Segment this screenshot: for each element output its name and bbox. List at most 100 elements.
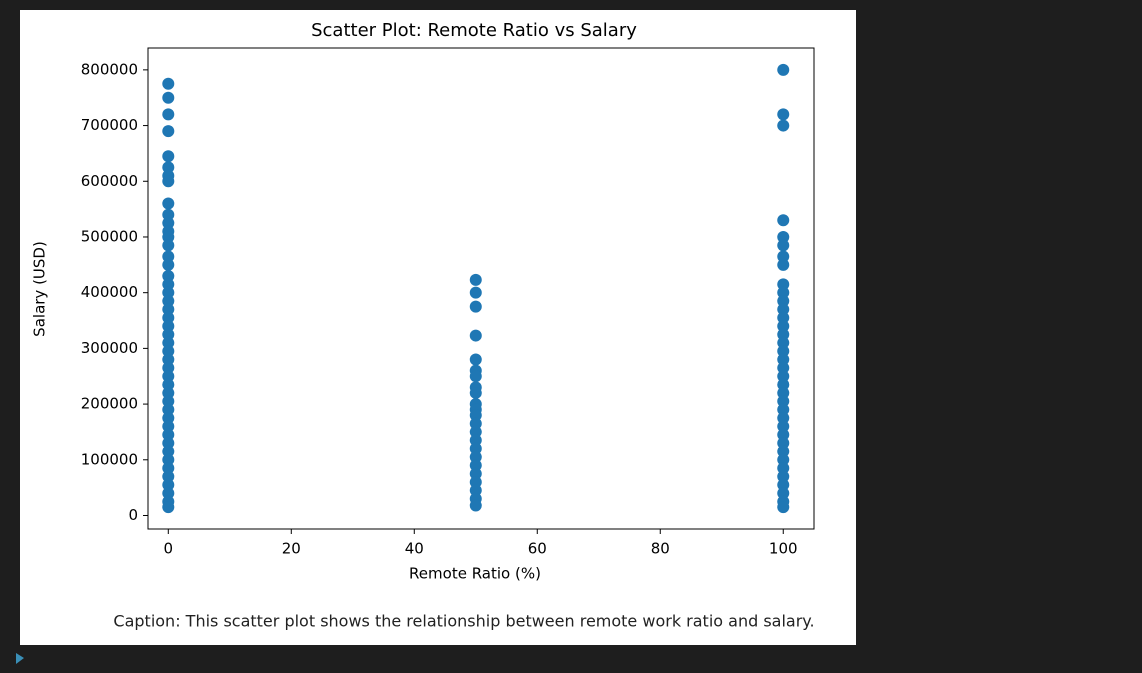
point <box>162 269 175 282</box>
point <box>777 501 790 514</box>
point <box>777 487 790 500</box>
point <box>162 150 175 163</box>
point <box>162 303 175 316</box>
point <box>777 420 790 433</box>
output-panel <box>20 10 856 645</box>
point <box>777 361 790 374</box>
point <box>162 462 175 475</box>
point <box>777 336 790 349</box>
point <box>469 484 482 497</box>
point <box>469 442 482 455</box>
point <box>777 470 790 483</box>
point <box>777 250 790 263</box>
point <box>777 428 790 441</box>
point <box>469 409 482 422</box>
y-tick-label: 100000 <box>81 450 138 468</box>
point <box>777 437 790 450</box>
point <box>162 278 175 291</box>
y-tick-label: 0 <box>128 506 138 524</box>
x-tick-label: 60 <box>528 540 547 558</box>
point <box>162 345 175 358</box>
y-tick-label: 800000 <box>81 60 138 78</box>
point <box>162 453 175 466</box>
point <box>162 445 175 458</box>
point <box>777 478 790 491</box>
point <box>162 353 175 366</box>
x-tick-label: 100 <box>769 540 798 558</box>
caption: Caption: This scatter plot shows the rel… <box>113 612 814 631</box>
point <box>777 403 790 416</box>
point <box>162 77 175 90</box>
point <box>162 250 175 263</box>
point <box>469 467 482 480</box>
y-axis-label: Salary (USD) <box>31 241 49 337</box>
point <box>777 278 790 291</box>
point <box>162 370 175 383</box>
point <box>777 303 790 316</box>
point <box>162 501 175 514</box>
point <box>777 395 790 408</box>
y-tick-label: 700000 <box>81 116 138 134</box>
point <box>777 286 790 299</box>
point <box>469 459 482 472</box>
point <box>777 239 790 252</box>
point <box>162 487 175 500</box>
point <box>777 230 790 243</box>
point <box>777 119 790 132</box>
point <box>162 470 175 483</box>
plot-area <box>162 63 790 514</box>
point <box>162 175 175 188</box>
point <box>469 370 482 383</box>
point <box>469 499 482 512</box>
point <box>777 108 790 121</box>
y-tick-label: 400000 <box>81 283 138 301</box>
x-tick-label: 80 <box>651 540 670 558</box>
y-tick-label: 500000 <box>81 227 138 245</box>
point <box>777 453 790 466</box>
point <box>777 370 790 383</box>
point <box>162 311 175 324</box>
point <box>777 214 790 227</box>
point <box>469 300 482 313</box>
point <box>777 462 790 475</box>
point <box>777 445 790 458</box>
point <box>162 437 175 450</box>
point <box>777 311 790 324</box>
x-tick-label: 0 <box>164 540 174 558</box>
point <box>777 320 790 333</box>
point <box>469 329 482 342</box>
point <box>469 286 482 299</box>
point <box>469 353 482 366</box>
axes-frame <box>147 47 815 530</box>
point <box>162 217 175 230</box>
x-tick-label: 20 <box>282 540 301 558</box>
point <box>162 478 175 491</box>
point <box>469 425 482 438</box>
point <box>469 273 482 286</box>
point <box>162 403 175 416</box>
point <box>469 434 482 447</box>
point <box>162 91 175 104</box>
point <box>162 295 175 308</box>
point <box>162 320 175 333</box>
point <box>469 476 482 489</box>
point <box>162 361 175 374</box>
point <box>162 428 175 441</box>
point <box>162 395 175 408</box>
collapse-icon[interactable] <box>16 653 24 664</box>
x-axis-label: Remote Ratio (%) <box>409 565 541 583</box>
point <box>777 328 790 341</box>
y-tick-label: 300000 <box>81 339 138 357</box>
y-tick-label: 200000 <box>81 395 138 413</box>
point <box>777 258 790 271</box>
chart-title: Scatter Plot: Remote Ratio vs Salary <box>311 20 637 41</box>
point <box>162 208 175 221</box>
point <box>777 412 790 425</box>
point <box>162 328 175 341</box>
point <box>777 63 790 76</box>
point <box>777 345 790 358</box>
x-tick-label: 40 <box>405 540 424 558</box>
point <box>162 420 175 433</box>
point <box>162 378 175 391</box>
